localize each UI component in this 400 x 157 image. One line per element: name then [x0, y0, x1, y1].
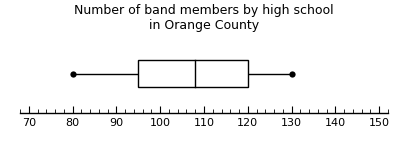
Title: Number of band members by high school
in Orange County: Number of band members by high school in… [74, 4, 334, 32]
Bar [138, 60, 248, 87]
